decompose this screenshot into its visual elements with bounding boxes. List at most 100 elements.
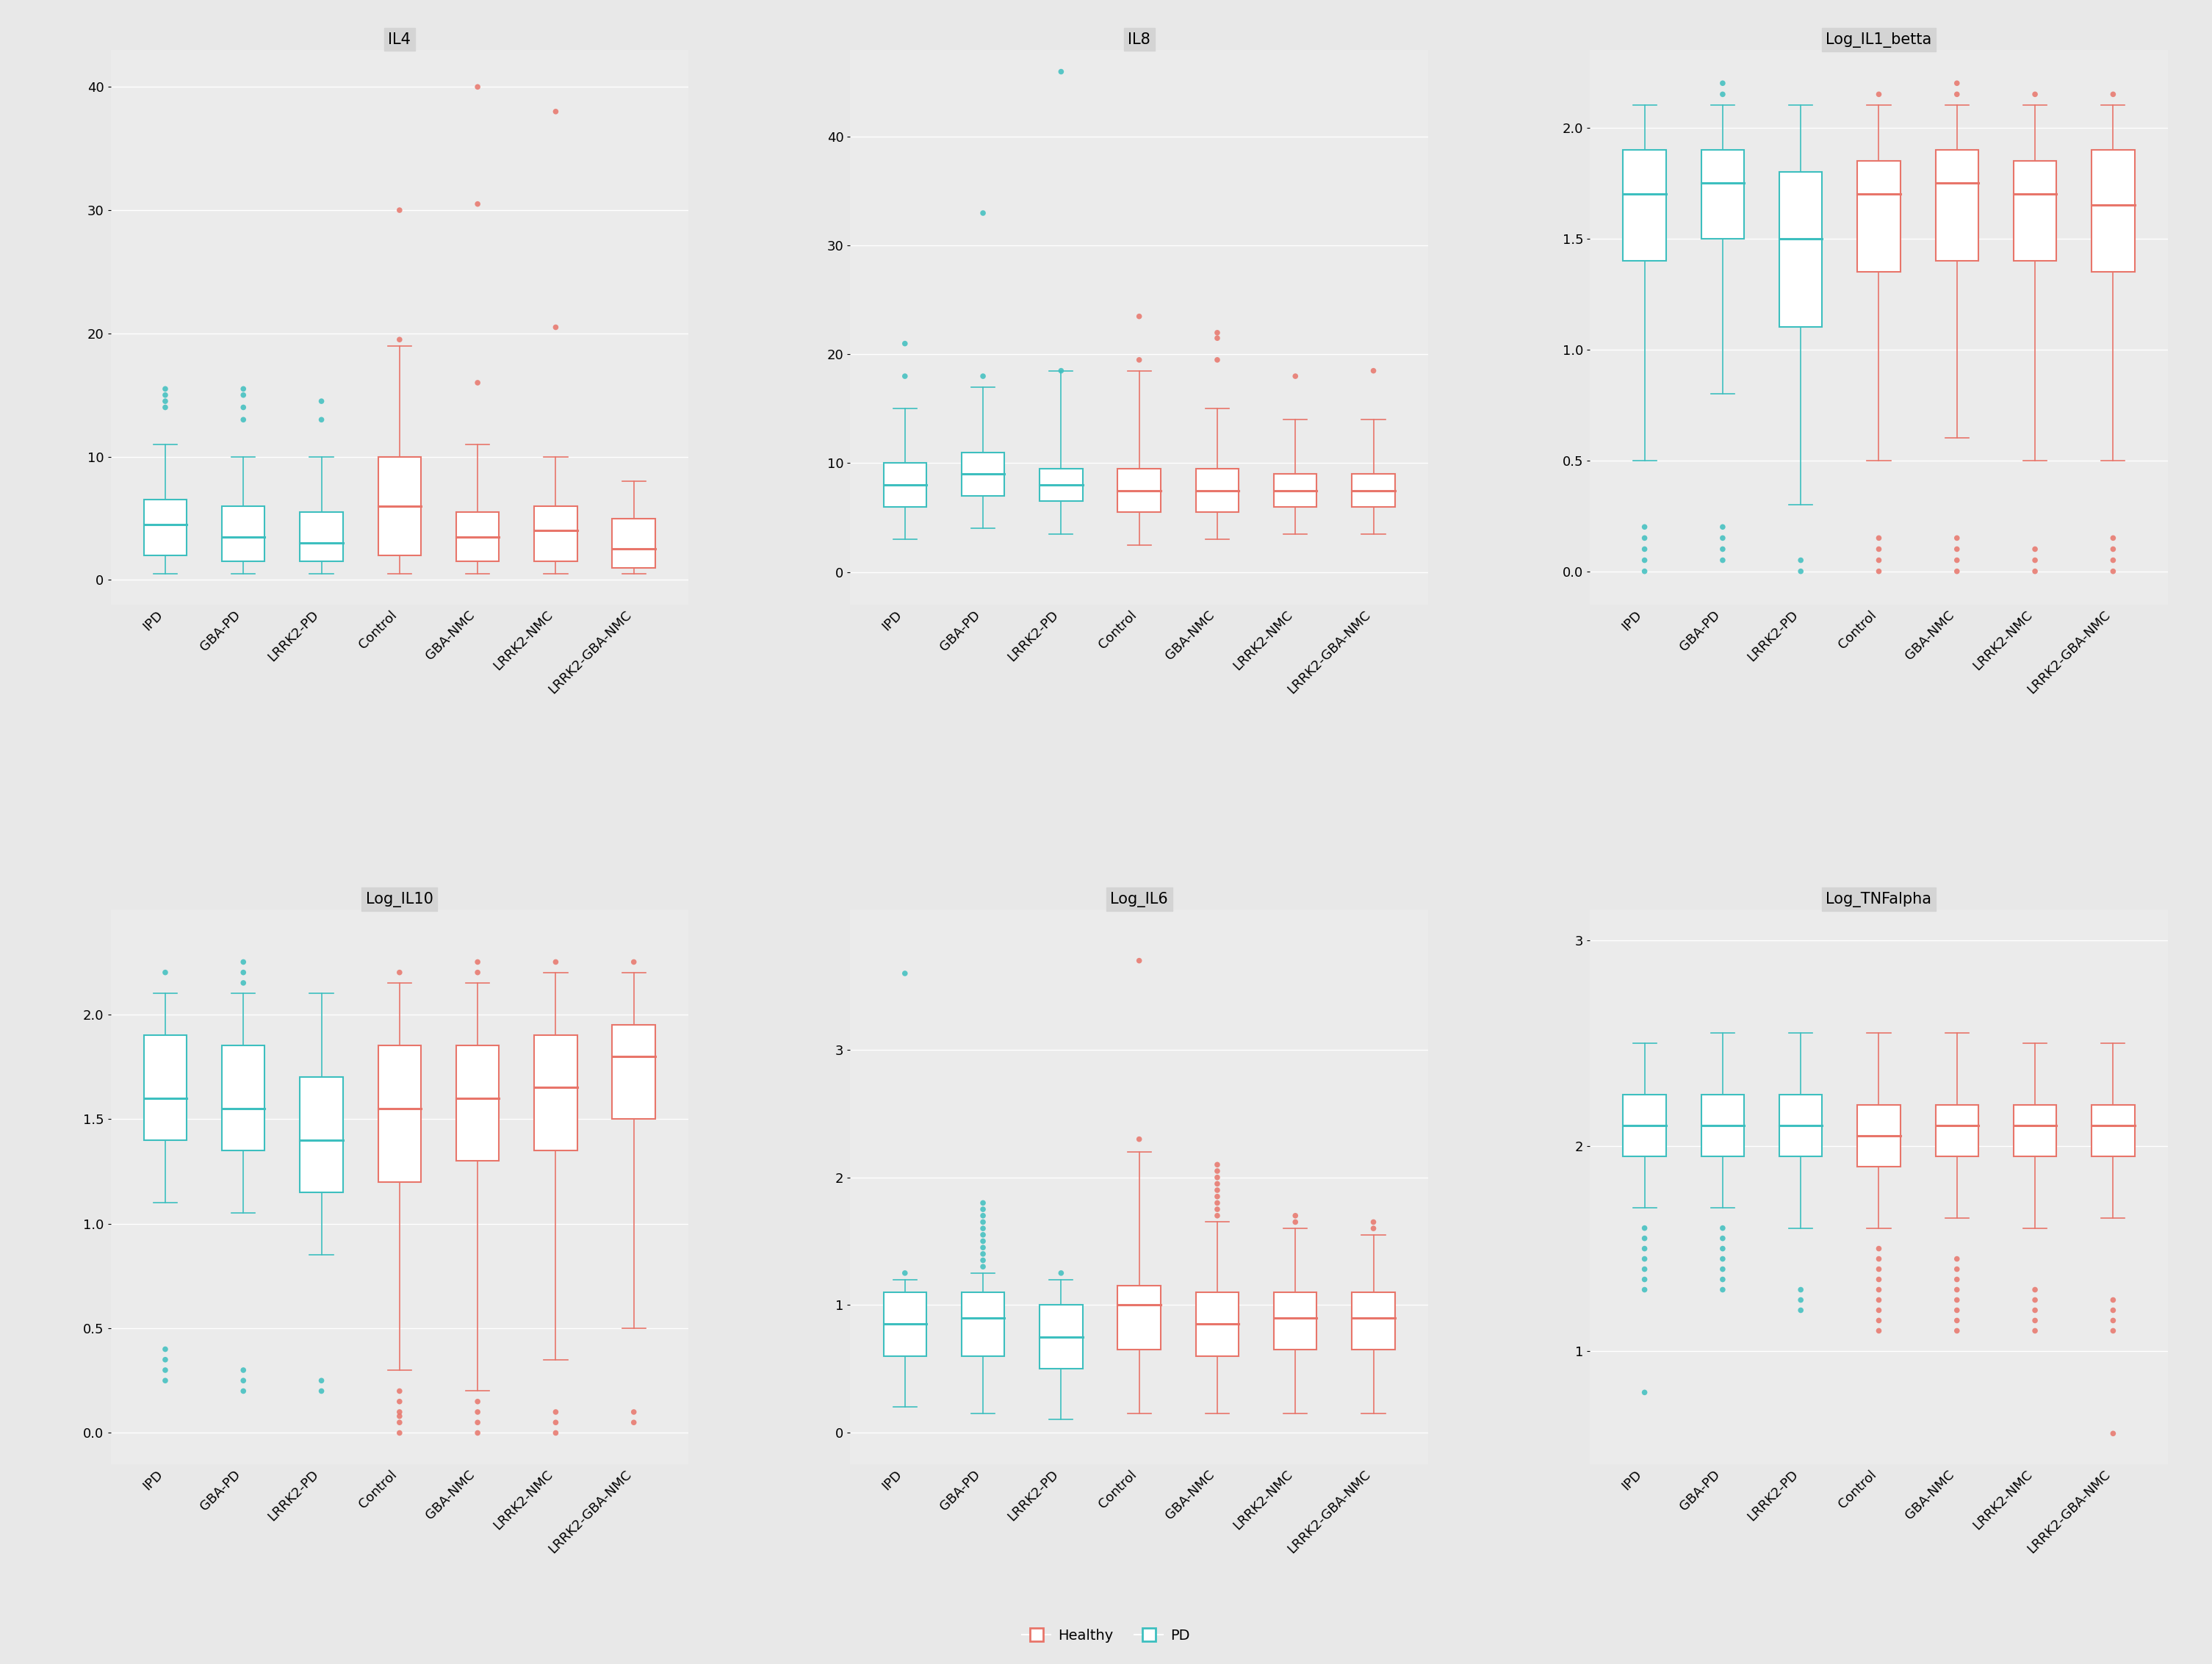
Point (1940, 1276, 1975, 1303)
Bar (1274, 474, 1316, 508)
Point (2095, 1296, 2130, 1323)
Point (1626, 1246, 1661, 1273)
Point (148, 958, 184, 985)
Point (1705, 1256, 1741, 1283)
Point (1860, 1246, 1896, 1273)
Title: Log_TNFalpha: Log_TNFalpha (1825, 892, 1931, 907)
Point (1199, 1196, 1234, 1223)
Point (1860, 536, 1896, 562)
Point (226, 1368, 261, 1394)
Bar (613, 1025, 655, 1118)
Bar (1624, 150, 1666, 261)
Bar (2093, 150, 2135, 271)
Bar (1352, 474, 1396, 508)
Point (1705, 1225, 1741, 1251)
Bar (1701, 150, 1743, 238)
Bar (456, 513, 500, 561)
Point (1940, 1308, 1975, 1335)
Bar (2013, 161, 2057, 261)
Point (148, 1346, 184, 1373)
Point (460, 1419, 495, 1446)
Point (887, 960, 922, 987)
Point (383, 1403, 418, 1429)
Point (1940, 524, 1975, 551)
Bar (221, 1045, 265, 1150)
Point (2095, 524, 2130, 551)
Point (1860, 524, 1896, 551)
Point (1626, 514, 1661, 541)
Point (148, 381, 184, 408)
Bar (1701, 1095, 1743, 1156)
Point (2017, 557, 2053, 584)
Point (1044, 358, 1079, 384)
Point (148, 388, 184, 414)
Point (148, 376, 184, 403)
Point (1626, 1379, 1661, 1406)
Point (1279, 1203, 1314, 1230)
Title: IL8: IL8 (1128, 32, 1150, 47)
Point (1626, 536, 1661, 562)
Point (1121, 346, 1157, 373)
Bar (1117, 469, 1161, 513)
Bar (1936, 150, 1978, 261)
Point (538, 98, 573, 125)
Point (1860, 1318, 1896, 1345)
Point (538, 1409, 573, 1436)
Point (1626, 1235, 1661, 1261)
Point (383, 1378, 418, 1404)
Bar (535, 1035, 577, 1150)
Point (1860, 547, 1896, 574)
Point (1940, 82, 1975, 108)
Point (1199, 1170, 1234, 1196)
Point (303, 1368, 338, 1394)
Point (887, 363, 922, 389)
Point (964, 1241, 1000, 1268)
Point (383, 1409, 418, 1436)
Point (1044, 58, 1079, 85)
Point (226, 970, 261, 997)
Point (1705, 1266, 1741, 1293)
Point (2095, 536, 2130, 562)
Point (1860, 1276, 1896, 1303)
Bar (962, 1293, 1004, 1356)
Point (1626, 1225, 1661, 1251)
Bar (1936, 1105, 1978, 1156)
Point (1356, 358, 1391, 384)
Point (2095, 1286, 2130, 1313)
Point (964, 1190, 1000, 1216)
Bar (1858, 161, 1900, 271)
Bar (1117, 1286, 1161, 1350)
Point (226, 381, 261, 408)
Point (460, 191, 495, 218)
Point (226, 406, 261, 433)
Point (1199, 324, 1234, 351)
Point (538, 948, 573, 975)
Bar (301, 1077, 343, 1191)
Point (226, 376, 261, 403)
Bar (1858, 1105, 1900, 1166)
Point (1626, 1276, 1661, 1303)
Bar (301, 513, 343, 561)
Point (1199, 1176, 1234, 1203)
Point (2095, 1308, 2130, 1335)
Point (1940, 1296, 1975, 1323)
Point (964, 1235, 1000, 1261)
Point (460, 73, 495, 100)
Point (1626, 1215, 1661, 1241)
Point (1626, 1266, 1661, 1293)
Point (2095, 1318, 2130, 1345)
Point (1860, 1308, 1896, 1335)
Point (1279, 1208, 1314, 1235)
Point (1705, 514, 1741, 541)
Point (538, 1419, 573, 1446)
Bar (2093, 1105, 2135, 1156)
Point (1626, 557, 1661, 584)
Point (1705, 1215, 1741, 1241)
Point (538, 314, 573, 341)
Point (1860, 557, 1896, 584)
Point (1626, 547, 1661, 574)
Point (1860, 1286, 1896, 1313)
Point (1940, 1318, 1975, 1345)
Point (226, 394, 261, 421)
Point (383, 958, 418, 985)
